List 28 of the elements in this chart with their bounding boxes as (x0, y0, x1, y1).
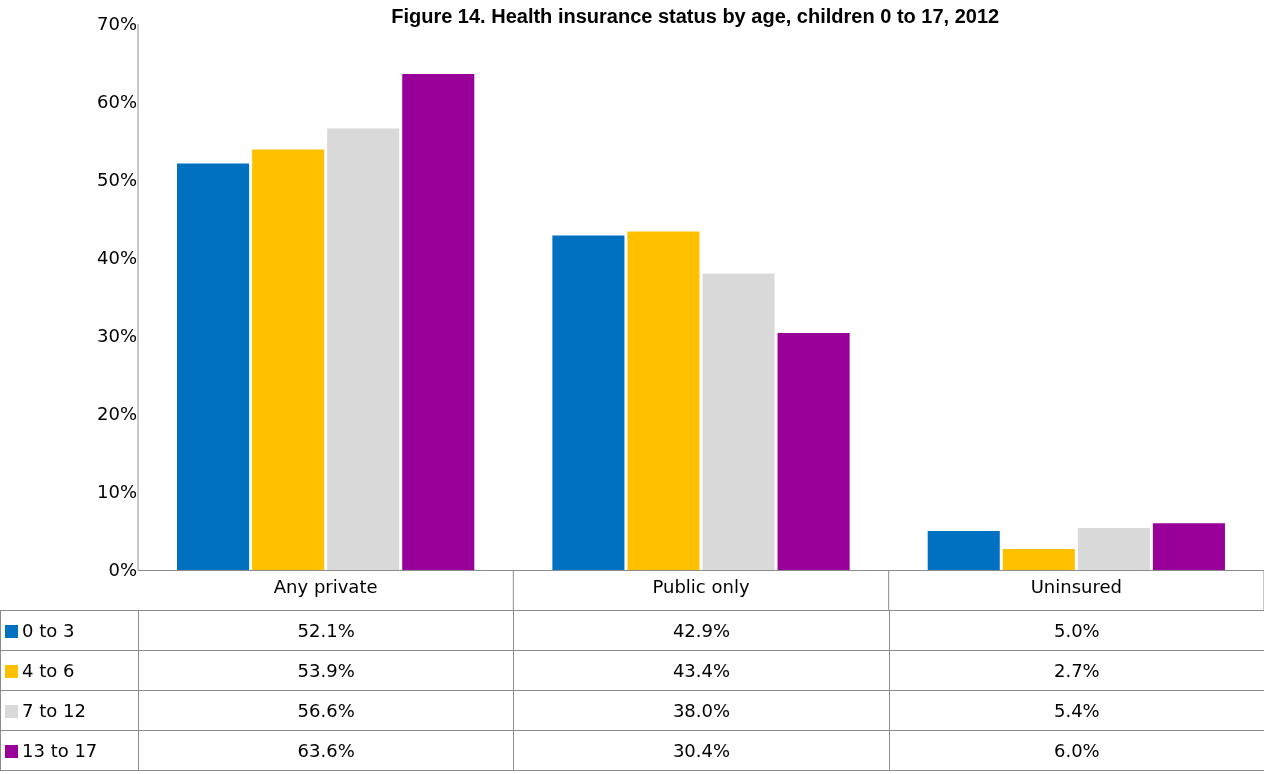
legend-label: 4 to 6 (22, 660, 75, 681)
data-label: 6.0% (889, 730, 1264, 771)
data-label: 5.0% (889, 610, 1264, 651)
data-label: 43.4% (513, 650, 890, 691)
y-tick-label: 40% (96, 247, 137, 269)
data-label: 5.4% (889, 690, 1264, 731)
x-tick-label: Uninsured (1030, 575, 1122, 597)
y-tick-label: 0% (108, 559, 137, 581)
data-label: 56.6% (138, 690, 514, 731)
y-tick-label: 10% (96, 481, 137, 503)
data-label: 2.7% (889, 650, 1264, 691)
x-tick-label: Any private (273, 575, 378, 597)
legend-label: 0 to 3 (22, 620, 75, 641)
chart-title: Figure 14. Health insurance status by age, children 0 to 17, 2012 (391, 5, 1000, 28)
data-label: 53.9% (138, 650, 514, 691)
data-label: 63.6% (138, 730, 514, 771)
data-label: 42.9% (513, 610, 890, 651)
y-tick-label: 30% (96, 325, 137, 347)
x-tick-label: Public only (652, 575, 750, 597)
legend-label: 7 to 12 (22, 700, 86, 721)
data-label: 52.1% (138, 610, 514, 651)
y-tick-label: 70% (96, 13, 137, 35)
y-tick-label: 50% (96, 169, 137, 191)
data-label: 38.0% (513, 690, 890, 731)
y-tick-label: 20% (96, 403, 137, 425)
legend-label: 13 to 17 (22, 740, 98, 761)
y-tick-label: 60% (96, 91, 137, 113)
data-label: 30.4% (513, 730, 890, 771)
